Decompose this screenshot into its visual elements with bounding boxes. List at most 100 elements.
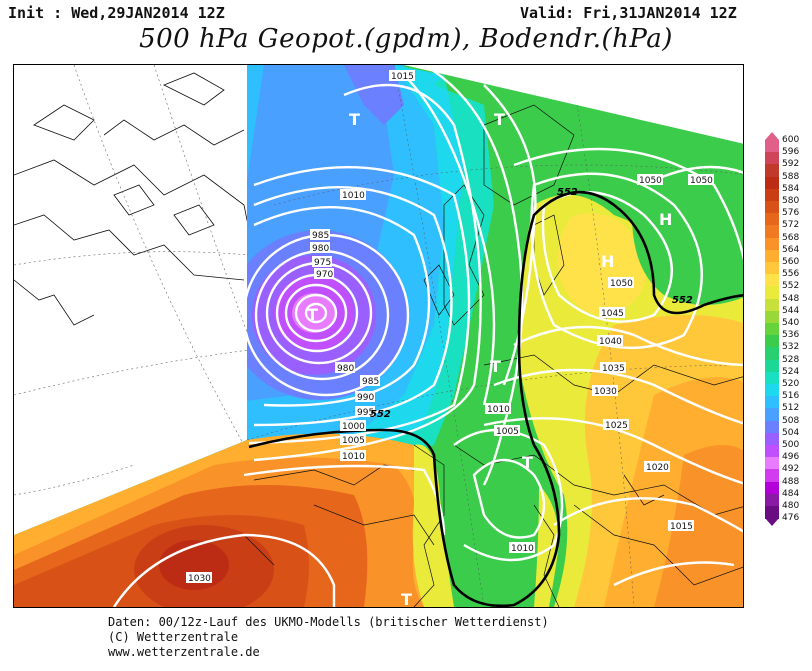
colorbar-cell xyxy=(765,213,779,226)
low-center: T xyxy=(490,357,501,376)
isobar-label: 1050 xyxy=(690,176,713,186)
colorbar-cell xyxy=(765,481,779,495)
colorbar-cell xyxy=(765,298,779,312)
isobar-label: 975 xyxy=(314,258,331,268)
colorbar-bottom-cap xyxy=(765,518,779,527)
colorbar-label: 528 xyxy=(782,354,800,365)
colorbar-label: 512 xyxy=(782,403,800,414)
colorbar-cell xyxy=(765,140,779,153)
isobar-label: 1005 xyxy=(342,436,365,446)
low-center: T xyxy=(349,110,360,129)
colorbar-cell xyxy=(765,323,779,336)
chart-title: 500 hPa Geopot.(gpdm), Bodendr.(hPa) xyxy=(139,24,673,54)
isobar-label: 980 xyxy=(312,244,329,254)
low-center: T xyxy=(494,110,505,129)
footer-line-2: (C) Wetterzentrale xyxy=(108,630,239,644)
colorbar-label: 480 xyxy=(782,501,800,511)
colorbar-cell xyxy=(765,347,779,361)
colorbar-label: 504 xyxy=(782,427,800,438)
low-center: T xyxy=(522,453,533,472)
colorbar-cell xyxy=(765,310,779,324)
colorbar-label: 560 xyxy=(782,257,800,267)
valid-time: Valid: Fri,31JAN2014 12Z xyxy=(520,4,737,22)
colorbar-label: 488 xyxy=(782,476,800,487)
colorbar-label: 576 xyxy=(782,208,800,219)
pressure-centers: T T T T T T H H xyxy=(307,110,672,607)
colorbar-label: 508 xyxy=(782,415,800,426)
colorbar-label: 580 xyxy=(782,196,800,206)
high-center: H xyxy=(659,210,672,229)
low-center: T xyxy=(401,590,412,607)
height-label: 552 xyxy=(370,409,391,420)
colorbar-label: 544 xyxy=(782,305,800,316)
footer-line-3: www.wetterzentrale.de xyxy=(108,645,260,659)
isobar-label: 985 xyxy=(362,377,379,387)
colorbar-label: 596 xyxy=(782,147,800,158)
isobar-label: 1020 xyxy=(646,463,669,473)
colorbar-cell xyxy=(765,432,779,446)
isobar-label: 1030 xyxy=(594,387,617,397)
colorbar-cell xyxy=(765,384,779,397)
colorbar-cell xyxy=(765,188,779,202)
weather-map: 1015 1010 985 980 975 970 980 985 990 99… xyxy=(13,64,744,608)
colorbar-label: 572 xyxy=(782,220,800,231)
outside-graticule xyxy=(14,65,260,496)
colorbar-label: 536 xyxy=(782,330,800,341)
colorbar-cell xyxy=(765,457,779,470)
colorbar-label: 584 xyxy=(782,183,800,194)
colorbar-label: 524 xyxy=(782,366,800,377)
isobar-label: 1010 xyxy=(487,405,510,415)
colorbar-cell xyxy=(765,249,779,263)
colorbar-label: 600 xyxy=(782,135,800,145)
colorbar-cell xyxy=(765,371,779,385)
isobar-label: 970 xyxy=(316,270,333,280)
colorbar-cell xyxy=(765,359,779,373)
colorbar-top-cap xyxy=(765,132,779,140)
isobar-label: 995 xyxy=(357,408,374,418)
colorbar-cell xyxy=(765,152,779,165)
isobar-label: 980 xyxy=(337,364,354,374)
colorbar-label: 516 xyxy=(782,391,800,402)
colorbar-label: 520 xyxy=(782,379,800,389)
height-label: 552 xyxy=(557,187,578,198)
colorbar-label: 556 xyxy=(782,269,800,280)
data-source-footer: Daten: 00/12z-Lauf des UKMO-Modells (bri… xyxy=(108,615,549,660)
colorbar-label: 496 xyxy=(782,452,800,463)
colorbar-label: 548 xyxy=(782,293,800,304)
colorbar-label: 492 xyxy=(782,464,800,475)
low-center: T xyxy=(307,305,318,324)
contour-552 xyxy=(248,190,743,607)
colorbar-label: 476 xyxy=(782,513,800,524)
isobar-label: 990 xyxy=(357,393,374,403)
colorbar-cell xyxy=(765,176,779,190)
isobar-label: 1015 xyxy=(391,72,414,82)
init-time: Init : Wed,29JAN2014 12Z xyxy=(8,4,225,22)
colorbar-label: 568 xyxy=(782,232,800,243)
footer-line-1: Daten: 00/12z-Lauf des UKMO-Modells (bri… xyxy=(108,615,549,629)
colorbar-label: 540 xyxy=(782,318,800,328)
isobar-label: 1010 xyxy=(342,191,365,201)
isobar-label: 1050 xyxy=(610,279,633,289)
colorbar-label: 500 xyxy=(782,440,800,450)
colorbar-label: 484 xyxy=(782,488,800,499)
isobar-label: 1010 xyxy=(342,452,365,462)
high-center: H xyxy=(601,252,614,271)
isobar-label: 1050 xyxy=(639,176,662,186)
isobar-label: 1005 xyxy=(496,427,519,437)
geopotential-field xyxy=(14,65,743,607)
isobar-label: 985 xyxy=(312,231,329,241)
colorbar-label: 592 xyxy=(782,159,800,170)
height-labels: 552 552 552 xyxy=(370,187,693,420)
colorbar-cell xyxy=(765,274,779,287)
isobar-label: 1015 xyxy=(670,522,693,532)
colorbar-cell xyxy=(765,335,779,348)
height-label: 552 xyxy=(672,295,693,306)
isobar-label: 1030 xyxy=(188,574,211,584)
isobar-label: 1025 xyxy=(605,421,628,431)
colorbar-cell xyxy=(765,506,779,519)
isobar-label: 1000 xyxy=(342,422,365,432)
isobar-label: 1045 xyxy=(601,309,624,319)
colorbar-cell xyxy=(765,445,779,458)
colorbar-cell xyxy=(765,493,779,507)
isobar-labels: 1015 1010 985 980 975 970 980 985 990 99… xyxy=(186,70,714,584)
